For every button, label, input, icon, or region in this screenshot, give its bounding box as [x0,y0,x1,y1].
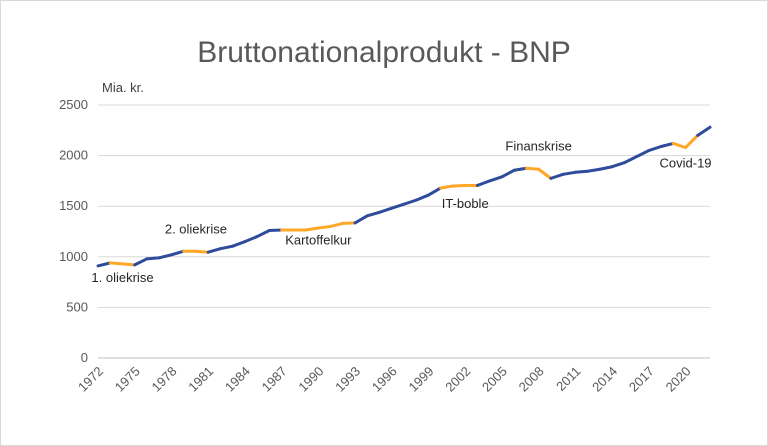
series-segment-highlight [684,133,700,150]
series-segment [696,125,712,137]
series-segment-highlight [194,249,210,254]
series-segment [353,214,369,225]
annotation-label: 2. oliekrise [165,222,227,237]
series-segment [206,247,222,254]
x-tick-label: 2014 [589,364,620,395]
y-tick-label: 500 [66,299,88,314]
series-segment [169,249,186,257]
series-segment [145,256,161,261]
x-tick-label: 2008 [516,364,547,395]
series-segment-highlight [341,221,357,225]
series-segment [475,179,492,187]
series-segment [586,167,602,173]
series-segment [231,240,247,248]
annotation-label: 1. oliekrise [91,270,153,285]
x-tick-label: 1996 [369,364,400,395]
series-segment [243,235,259,244]
series-segment-highlight [108,261,124,266]
annotation-label: Kartoffelkur [285,233,352,248]
series-segment [378,206,394,214]
series-segment [365,210,382,218]
gridlines [98,104,710,359]
y-tick-label: 1500 [59,198,88,213]
series-segment [488,175,504,183]
x-tick-label: 2011 [553,364,583,394]
series-segment [96,261,112,268]
annotation-label: IT-boble [442,196,489,211]
x-tick-label: 2002 [442,364,473,395]
x-tick-label: 1990 [295,364,326,395]
series-segment [500,168,516,179]
series-segment [512,166,528,172]
series-segment-highlight [316,224,333,230]
chart-title: Bruttonationalprodukt - BNP [197,36,571,69]
y-tick-label: 1000 [59,249,88,264]
x-tick-label: 2020 [663,364,694,395]
x-tick-label: 1987 [259,364,290,395]
x-tick-label: 1972 [75,364,106,395]
series-segment [561,170,577,176]
x-tick-label: 1993 [332,364,363,395]
x-tick-label: 2005 [479,364,510,395]
series-segment-highlight [329,221,345,228]
x-tick-label: 2017 [626,364,657,395]
series-segment [635,149,651,159]
annotations: 1. oliekrise 2. oliekrise Kartoffelkur IT-b… [91,139,711,286]
series-segment [622,155,639,165]
series-segment-highlight [671,141,688,150]
series-segment [426,186,443,197]
series-segment-highlight [537,167,553,180]
series-segment [255,228,271,239]
series-segment [267,228,284,232]
series-segment [549,172,565,180]
series-segment [659,141,675,148]
series-segment [157,253,173,260]
annotation-label: Finanskrise [505,139,571,154]
y-axis-ticks: 0 500 1000 1500 2000 2500 [59,97,88,365]
series-segment [647,144,663,153]
y-tick-label: 0 [81,350,88,365]
x-tick-label: 1978 [149,364,180,395]
series-segment-highlight [120,262,137,267]
x-tick-label: 1984 [222,364,253,395]
series-segment-highlight [439,184,455,190]
y-tick-label: 2500 [59,97,88,112]
series-segment [598,165,614,171]
series-segment-highlight [451,183,467,188]
x-tick-label: 1981 [185,364,216,395]
x-axis-ticks: 1972 1975 1978 1981 1984 1987 1990 1993 1996 1999… [75,364,694,395]
series-segment [218,244,235,251]
series-segment [414,193,430,202]
series-segment [133,257,149,267]
series-segment [610,161,626,169]
series-segment-highlight [524,166,541,171]
x-tick-label: 1975 [112,364,143,395]
series-segment [390,202,406,210]
annotation-label: Covid-19 [660,156,712,171]
series-segment [573,169,590,174]
y-tick-label: 2000 [59,148,88,163]
x-tick-label: 1999 [406,364,437,395]
series-segment-highlight [304,226,320,232]
series-lines [96,125,712,268]
y-axis-unit-label: Mia. kr. [102,80,144,95]
series-segment [402,198,418,206]
